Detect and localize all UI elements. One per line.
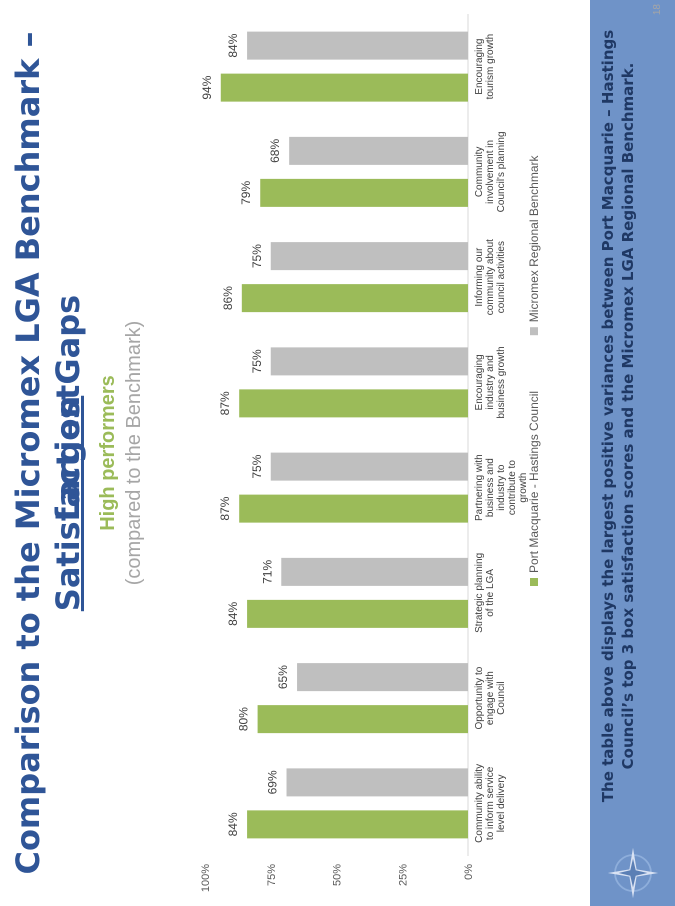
- y-tick-label: 0%: [463, 864, 475, 880]
- compass-rose-icon: [607, 847, 659, 899]
- bar: [270, 242, 468, 271]
- bar-value-label: 87%: [218, 496, 232, 520]
- bar-value-label: 84%: [226, 812, 240, 836]
- page-number: 18: [652, 4, 663, 16]
- legend-swatch: [530, 578, 538, 586]
- category-label: Community abilityto inform servicelevel …: [474, 764, 507, 843]
- bar-value-label: 94%: [200, 75, 214, 99]
- bar: [289, 136, 468, 165]
- category-label: Opportunity toengage withCouncil: [474, 666, 507, 729]
- bar-value-label: 75%: [250, 454, 264, 478]
- bar: [247, 31, 468, 60]
- footer-summary-text: The table above displays the largest pos…: [599, 29, 637, 803]
- bar: [247, 599, 468, 628]
- footer-banner: The table above displays the largest pos…: [590, 0, 675, 906]
- y-tick-label: 75%: [266, 864, 278, 886]
- category-label: Informing ourcommunity aboutcouncil acti…: [474, 239, 507, 315]
- bar: [281, 557, 468, 586]
- bar: [270, 347, 468, 376]
- bar: [286, 768, 468, 797]
- legend-swatch: [530, 327, 538, 336]
- category-label: Encouragingtourism growth: [474, 34, 496, 100]
- bar: [260, 178, 469, 207]
- bar-value-label: 75%: [250, 244, 264, 268]
- category-label: Communityinvolvement inCouncil's plannin…: [474, 131, 507, 212]
- bar-value-label: 79%: [239, 181, 253, 205]
- category-label: Partnering withbusiness andindustry toco…: [474, 454, 529, 521]
- y-tick-label: 25%: [397, 864, 409, 886]
- y-tick-label: 50%: [332, 864, 344, 886]
- bar-value-label: 84%: [226, 602, 240, 626]
- bar: [297, 663, 468, 692]
- bar: [257, 705, 468, 734]
- bar-value-label: 86%: [221, 286, 235, 310]
- bar-value-label: 65%: [276, 665, 290, 689]
- bar: [241, 284, 468, 313]
- bar-value-label: 68%: [268, 139, 282, 163]
- category-label: Strategic planningof the LGA: [474, 553, 496, 633]
- bar-value-label: 84%: [226, 33, 240, 57]
- bar-value-label: 87%: [218, 391, 232, 415]
- bar: [239, 494, 468, 523]
- category-label: Encouragingindustry andbusiness growth: [474, 346, 507, 418]
- y-tick-label: 100%: [200, 864, 212, 892]
- legend-label: Port Macquarie - Hastings Council: [527, 391, 541, 573]
- bar: [270, 452, 468, 481]
- bar: [239, 389, 468, 418]
- bar-value-label: 69%: [266, 770, 280, 794]
- bar-value-label: 71%: [260, 560, 274, 584]
- bar-value-label: 75%: [250, 349, 264, 373]
- legend-label: Micromex Regional Benchmark: [527, 154, 541, 322]
- bar-chart: 0% 25% 50% 75% 100% 84% 69% Community abilityto…: [200, 14, 541, 892]
- bar: [220, 73, 468, 102]
- bar: [247, 810, 468, 839]
- bar-value-label: 80%: [237, 707, 251, 731]
